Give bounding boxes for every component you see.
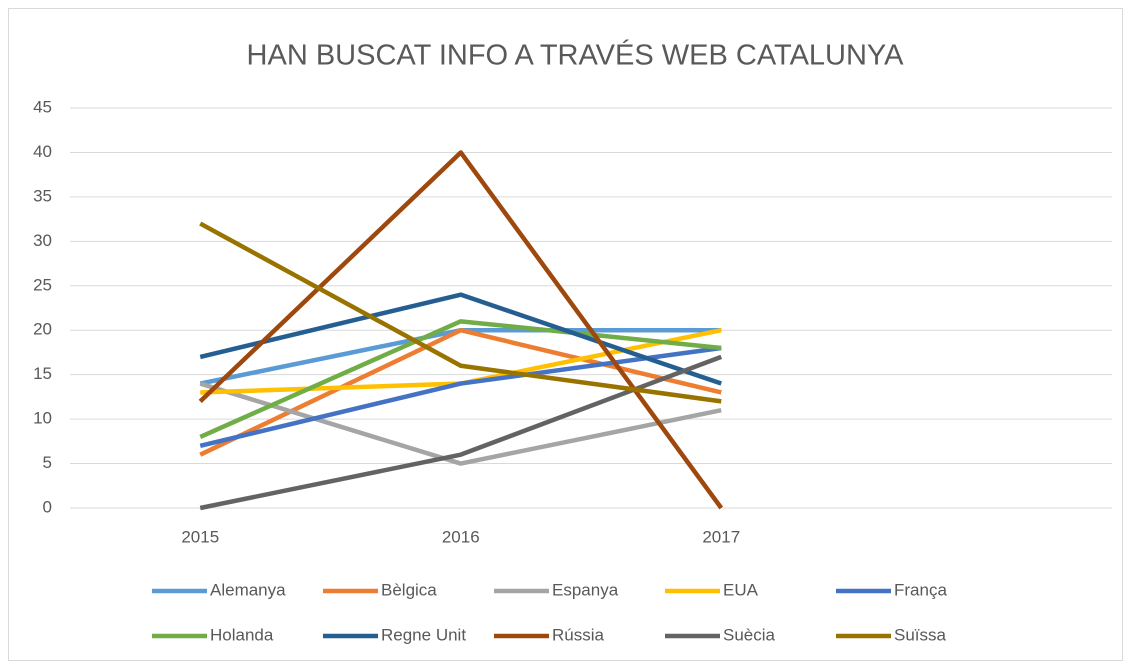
y-tick-label: 5 xyxy=(43,453,52,472)
x-tick-label: 2015 xyxy=(181,527,219,546)
series-line xyxy=(199,327,722,457)
legend-label: Regne Unit xyxy=(381,625,466,644)
y-tick-label: 30 xyxy=(33,231,52,250)
legend-label: Rússia xyxy=(552,625,605,644)
legend-label: Alemanya xyxy=(210,580,286,599)
legend-label: França xyxy=(894,580,947,599)
y-tick-label: 10 xyxy=(33,409,52,428)
legend-label: Suïssa xyxy=(894,625,947,644)
y-tick-label: 35 xyxy=(33,186,52,205)
y-tick-label: 20 xyxy=(33,320,52,339)
chart-frame xyxy=(8,8,1123,661)
legend-label: Espanya xyxy=(552,580,619,599)
series-line xyxy=(199,319,722,439)
y-tick-label: 0 xyxy=(43,497,52,516)
y-tick-label: 25 xyxy=(33,275,52,294)
x-tick-label: 2016 xyxy=(442,527,480,546)
series-line xyxy=(199,292,722,386)
legend-label: Bèlgica xyxy=(381,580,437,599)
x-tick-label: 2017 xyxy=(702,527,740,546)
series-line xyxy=(199,381,722,466)
legend-label: Suècia xyxy=(723,625,776,644)
chart-title: HAN BUSCAT INFO A TRAVÉS WEB CATALUNYA xyxy=(247,39,905,72)
series-line xyxy=(199,221,722,404)
legend-label: Holanda xyxy=(210,625,274,644)
series-line xyxy=(199,345,722,448)
y-tick-label: 15 xyxy=(33,364,52,383)
y-tick-label: 40 xyxy=(33,142,52,161)
y-tick-label: 45 xyxy=(33,97,52,116)
legend-label: EUA xyxy=(723,580,759,599)
